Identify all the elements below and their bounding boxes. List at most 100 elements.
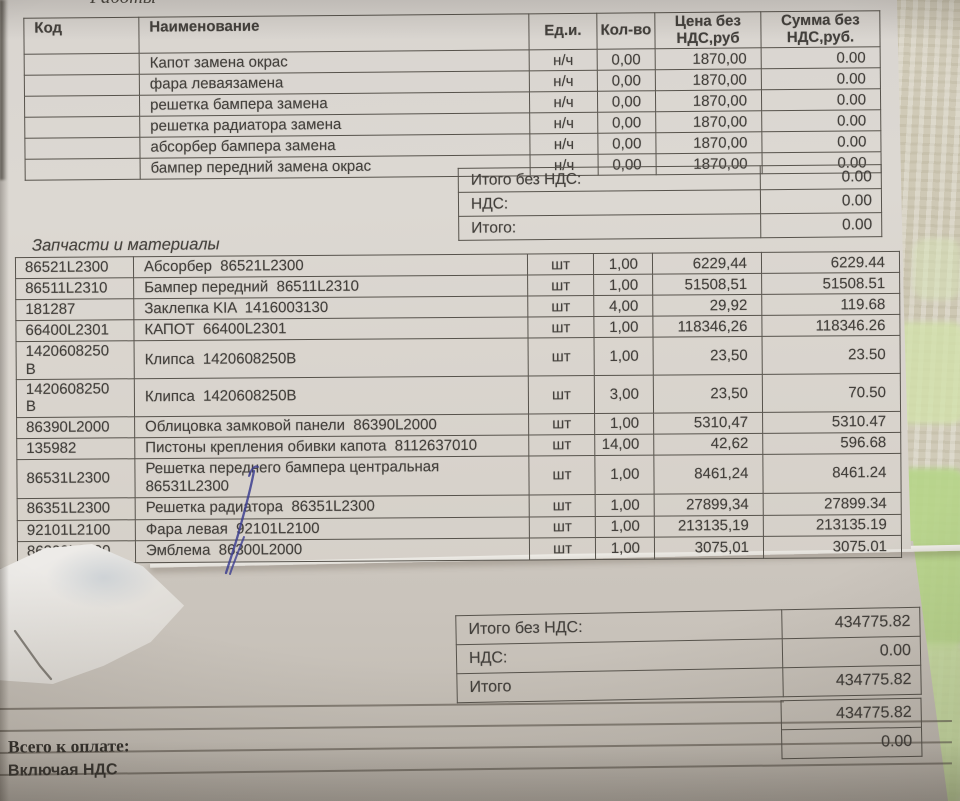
part-name: Клипса 1420608250В [134, 338, 529, 379]
part-unit: шт [529, 494, 596, 517]
part-price: 5310,47 [653, 411, 763, 434]
part-sum: 118346.26 [761, 314, 901, 337]
part-unit: шт [528, 434, 595, 456]
grand-total-value: 434775.82 [780, 698, 922, 730]
grand-total-table: 434775.82 0.00 [780, 698, 923, 760]
part-price: 6229,44 [652, 252, 762, 275]
part-code: 86351L2300 [17, 497, 136, 521]
col-header-unit: Ед.и. [528, 13, 598, 50]
totals-value: 0.00 [760, 164, 882, 190]
grand-total-vat-value: 0.00 [781, 727, 923, 759]
part-code: 92101L2100 [17, 519, 136, 542]
part-qty: 14,00 [594, 433, 654, 456]
part-unit: шт [529, 537, 596, 560]
work-sum: 0.00 [761, 130, 882, 153]
work-qty: 0,00 [597, 111, 656, 134]
table-row: НДС: 0.00 [458, 188, 882, 217]
part-code: 86390L2000 [16, 416, 135, 439]
part-unit: шт [529, 516, 596, 538]
part-qty: 1,00 [595, 536, 655, 560]
part-sum: 70.50 [762, 373, 901, 412]
totals-value: 0.00 [782, 636, 921, 668]
work-code [25, 158, 141, 181]
totals-value: 0.00 [760, 212, 882, 238]
work-price: 1870,00 [655, 89, 762, 112]
works-table: Код Наименование Ед.и. Кол-во Цена без Н… [23, 10, 882, 181]
work-code [24, 137, 141, 160]
works-section-title: Работы [90, 0, 156, 9]
part-price: 42,62 [653, 432, 763, 455]
part-unit: шт [527, 274, 594, 297]
part-unit: шт [527, 253, 594, 276]
work-sum: 0.00 [761, 109, 881, 132]
part-price: 8461,24 [653, 453, 764, 494]
part-price: 118346,26 [652, 315, 763, 338]
part-sum: 51508.51 [761, 272, 900, 295]
part-qty: 1,00 [593, 274, 653, 296]
part-qty: 1,00 [594, 454, 655, 495]
part-unit: шт [527, 295, 594, 318]
part-sum: 5310.47 [762, 410, 901, 433]
part-price: 27899,34 [654, 492, 764, 516]
work-unit: н/ч [529, 70, 598, 92]
part-sum: 596.68 [762, 431, 901, 454]
part-code: 86521L2300 [15, 256, 134, 279]
part-name: Пистоны крепления обивки капота 81126370… [134, 434, 529, 459]
totals-value: 0.00 [760, 188, 882, 214]
totals-value: 434775.82 [782, 665, 922, 697]
parts-section-title: Запчасти и материалы [31, 235, 220, 255]
table-row: 0.00 [781, 727, 923, 759]
col-header-qty: Кол-во [596, 12, 656, 50]
totals-label: НДС: [458, 189, 761, 217]
col-header-sum: Сумма без НДС,руб. [760, 10, 881, 48]
work-qty: 0,00 [597, 90, 656, 113]
part-sum: 8461.24 [762, 452, 902, 493]
photo-edge-shadow [0, 0, 7, 180]
including-vat-label: Включая НДС [7, 761, 118, 780]
part-unit: шт [528, 337, 595, 377]
part-code: 86531L2300 [16, 458, 136, 499]
part-qty: 1,00 [593, 316, 654, 338]
part-name: Клипса 1420608250В [134, 376, 529, 417]
work-unit: н/ч [529, 133, 599, 155]
part-code: 181287 [15, 298, 134, 321]
col-header-price: Цена без НДС,руб [654, 11, 762, 49]
table-row: 1420608250 В Клипса 1420608250В шт 3,00 … [16, 373, 901, 418]
work-price: 1870,00 [655, 68, 762, 91]
totals-label: Итого [456, 667, 784, 703]
part-sum: 23.50 [762, 335, 901, 375]
table-row: Итого: 0.00 [458, 212, 882, 241]
part-name: Заклепка KIA 1416003130 [133, 296, 528, 320]
part-qty: 4,00 [593, 295, 653, 317]
table-row: 86531L2300 Решетка переднего бампера цен… [16, 452, 902, 499]
part-unit: шт [528, 455, 596, 495]
part-name: Фара левая 92101L2100 [135, 516, 530, 541]
part-name: Бампер передний 86511L2310 [133, 275, 528, 299]
work-sum: 0.00 [761, 67, 881, 90]
part-sum: 27899.34 [763, 491, 902, 515]
work-code [24, 116, 140, 139]
col-header-name: Наименование [138, 13, 530, 54]
part-sum: 6229.44 [761, 251, 900, 274]
part-price: 51508,51 [652, 273, 762, 296]
part-code: 1420608250 В [16, 340, 135, 380]
part-name: Облицовка замковой панели 86390L2000 [134, 413, 529, 438]
part-sum: 3075.01 [763, 534, 902, 558]
part-unit: шт [527, 316, 595, 339]
part-qty: 1,00 [594, 337, 654, 376]
part-price: 213135,19 [654, 514, 764, 537]
part-code: 135982 [16, 437, 135, 460]
work-price: 1870,00 [655, 131, 763, 154]
part-price: 3075,01 [654, 535, 764, 559]
part-code: 1420608250 В [16, 378, 135, 418]
work-sum: 0.00 [761, 46, 881, 69]
totals-value: 434775.82 [781, 607, 921, 639]
work-price: 1870,00 [655, 47, 762, 70]
table-row: Итого без НДС: 0.00 [458, 164, 882, 193]
part-price: 29,92 [652, 294, 762, 317]
work-unit: н/ч [529, 91, 598, 113]
work-code [24, 74, 140, 97]
part-unit: шт [528, 413, 595, 435]
part-price: 23,50 [653, 336, 763, 376]
